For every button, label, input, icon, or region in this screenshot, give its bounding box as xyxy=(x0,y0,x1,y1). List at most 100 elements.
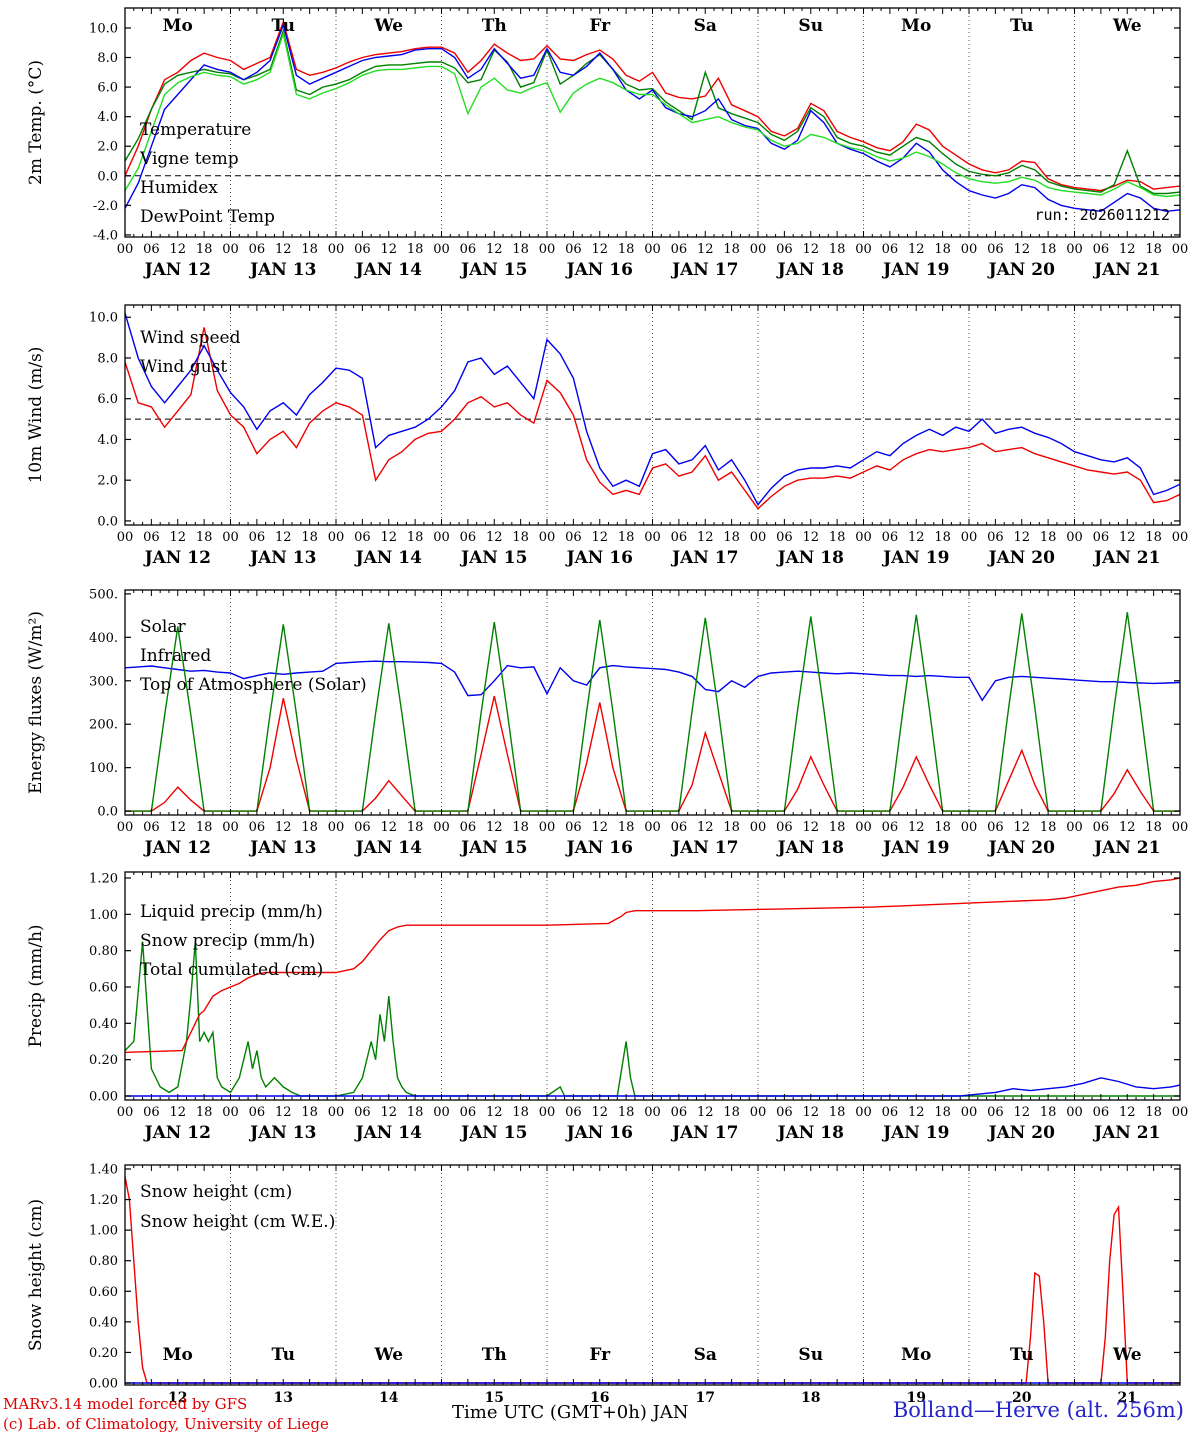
date-label: JAN 17 xyxy=(670,838,738,858)
hour-label: 18 xyxy=(934,1105,951,1120)
legend-wind-gust: Wind gust xyxy=(140,357,227,377)
hour-label: 06 xyxy=(776,1105,793,1120)
y-tick-label: 0.00 xyxy=(89,1090,118,1105)
hour-label: 00 xyxy=(855,530,872,545)
y-tick-label: 0.60 xyxy=(89,1285,118,1300)
hour-label: 06 xyxy=(776,820,793,835)
hour-label: 18 xyxy=(723,820,740,835)
hour-label: 00 xyxy=(1172,242,1189,257)
hour-label: 12 xyxy=(1119,242,1136,257)
date-label: JAN 14 xyxy=(354,260,423,280)
dow-label: Tu xyxy=(272,1345,295,1365)
date-label: JAN 13 xyxy=(248,548,316,568)
hour-label: 18 xyxy=(407,820,424,835)
hour-label: 00 xyxy=(328,530,345,545)
hour-label: 00 xyxy=(855,820,872,835)
hour-label: 18 xyxy=(196,1105,213,1120)
date-label: JAN 19 xyxy=(881,260,949,280)
hour-label: 12 xyxy=(1013,1105,1030,1120)
date-label: JAN 19 xyxy=(881,548,949,568)
hour-label: 00 xyxy=(328,1105,345,1120)
hour-label: 12 xyxy=(591,530,608,545)
hour-label: 00 xyxy=(644,1105,661,1120)
day-number-label: 12 xyxy=(168,1390,187,1406)
date-label: JAN 12 xyxy=(143,548,211,568)
dow-label: Mo xyxy=(901,16,931,36)
hour-label: 06 xyxy=(354,820,371,835)
y-axis-title: Snow height (cm) xyxy=(26,1199,46,1351)
hour-label: 12 xyxy=(591,242,608,257)
hour-label: 00 xyxy=(433,1105,450,1120)
hour-label: 18 xyxy=(407,1105,424,1120)
dow-label: Su xyxy=(798,16,823,36)
hour-label: 12 xyxy=(275,820,292,835)
hour-label: 18 xyxy=(301,820,318,835)
run-label: run: 2026011212 xyxy=(1034,206,1170,224)
series-dewpoint-temp-line xyxy=(124,31,1181,198)
panel-wind: 10.08.06.04.02.00.000 06 12 18 00 06 12 18 00 06 1… xyxy=(26,304,1188,568)
dow-label: We xyxy=(373,16,403,36)
hour-label: 18 xyxy=(723,530,740,545)
hour-label: 18 xyxy=(723,1105,740,1120)
hour-label: 12 xyxy=(380,530,397,545)
hour-label: 12 xyxy=(697,1105,714,1120)
series-vigne-temp-line xyxy=(124,28,1181,195)
hour-label: 18 xyxy=(1040,530,1057,545)
hour-label: 12 xyxy=(275,1105,292,1120)
hour-label: 18 xyxy=(829,1105,846,1120)
y-tick-label: 400. xyxy=(89,631,118,646)
date-label: JAN 19 xyxy=(881,1123,949,1143)
legend-humidex: Humidex xyxy=(140,178,218,198)
dow-label: Mo xyxy=(163,1345,193,1365)
hour-label: 18 xyxy=(301,1105,318,1120)
hour-label: 06 xyxy=(1093,242,1110,257)
y-tick-label: 4.0 xyxy=(97,110,118,125)
hour-label: 12 xyxy=(591,820,608,835)
date-label: JAN 21 xyxy=(1092,260,1160,280)
y-tick-label: 2.0 xyxy=(97,140,118,155)
y-tick-label: 10.0 xyxy=(89,311,118,326)
day-number-label: 19 xyxy=(907,1390,926,1406)
hour-label: 12 xyxy=(591,1105,608,1120)
date-label: JAN 15 xyxy=(459,1123,527,1143)
hour-label: 06 xyxy=(671,242,688,257)
y-tick-label: 0.80 xyxy=(89,944,118,959)
panel-energy-fluxes: 500.400.300.200.100.0.000 06 12 18 00 06 12 18 0… xyxy=(26,587,1188,858)
hour-label: 00 xyxy=(961,1105,978,1120)
hour-label: 18 xyxy=(1040,820,1057,835)
hour-label: 06 xyxy=(987,242,1004,257)
hour-label: 00 xyxy=(1066,530,1083,545)
hour-label: 18 xyxy=(512,530,529,545)
hour-label: 06 xyxy=(565,242,582,257)
hour-label: 18 xyxy=(1145,242,1162,257)
day-number-label: 16 xyxy=(590,1390,609,1406)
legend-snow-precip: Snow precip (mm/h) xyxy=(140,931,315,951)
day-number-label: 17 xyxy=(696,1390,715,1406)
y-tick-label: -4.0 xyxy=(93,228,118,243)
hour-label: 00 xyxy=(1066,242,1083,257)
hour-label: 18 xyxy=(934,820,951,835)
y-tick-label: 0.60 xyxy=(89,980,118,995)
hour-label: 12 xyxy=(1013,820,1030,835)
hour-label: 06 xyxy=(776,242,793,257)
date-label: JAN 16 xyxy=(565,1123,633,1143)
hour-label: 12 xyxy=(169,1105,186,1120)
hour-label: 06 xyxy=(249,1105,266,1120)
hour-label: 00 xyxy=(750,242,767,257)
dow-label: Tu xyxy=(1010,1345,1033,1365)
legend-toa-solar: Top of Atmosphere (Solar) xyxy=(140,675,367,695)
date-label: JAN 20 xyxy=(987,838,1056,858)
date-label: JAN 20 xyxy=(987,548,1056,568)
hour-label: 00 xyxy=(328,820,345,835)
hour-label: 12 xyxy=(486,820,503,835)
hour-label: 06 xyxy=(460,1105,477,1120)
y-tick-label: 0.0 xyxy=(97,805,118,820)
panel-border xyxy=(124,7,1181,238)
series-wind-gust-line xyxy=(124,312,1181,506)
date-label: JAN 20 xyxy=(987,1123,1056,1143)
y-tick-label: 200. xyxy=(89,718,118,733)
hour-label: 06 xyxy=(987,1105,1004,1120)
hour-label: 12 xyxy=(169,820,186,835)
hour-label: 06 xyxy=(1093,1105,1110,1120)
